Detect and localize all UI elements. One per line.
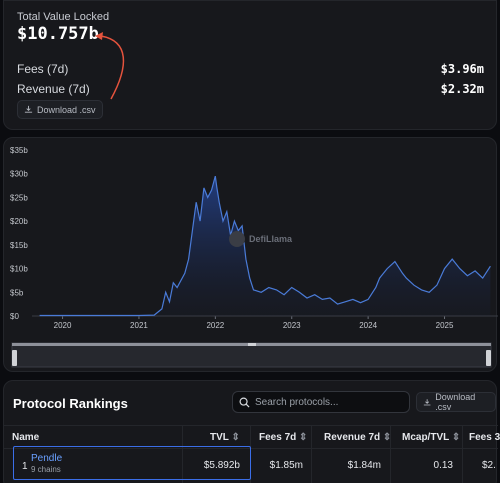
download-icon [24,105,33,113]
annotation-arrow-icon [95,32,125,100]
download-icon [423,398,431,405]
row-mcap-tvl: 0.13 [433,460,453,471]
revenue-value: $2.32m [440,82,484,96]
y-tick-label: $30b [10,170,28,179]
range-selector[interactable] [11,342,492,368]
protocol-cell[interactable]: Pendle 9 chains [31,453,62,475]
col-revenue-7d[interactable]: Revenue 7d ⇕ [324,432,392,443]
col-name[interactable]: Name [12,432,40,443]
col-tvl[interactable]: TVL ⇕ [210,432,240,443]
y-tick-label: $0 [10,312,19,321]
tvl-value: $10.757b [17,24,99,44]
x-tick-label: 2023 [283,321,301,330]
rankings-title: Protocol Rankings [13,396,128,411]
row-tvl: $5.892b [203,460,240,471]
download-csv-button[interactable]: Download .csv [17,100,103,119]
range-grip-icon[interactable] [248,343,256,346]
tvl-area [39,176,491,316]
col-divider [182,425,183,483]
watermark: DefiLlama [229,231,293,247]
protocol-name-link[interactable]: Pendle [31,453,63,464]
x-tick-label: 2025 [436,321,454,330]
table-row[interactable]: 1 Pendle 9 chains $5.892b $1.85m $1.84m … [4,449,498,483]
fees-label: Fees (7d) [17,62,69,76]
defillama-logo-icon [229,231,245,247]
x-tick-label: 2022 [206,321,224,330]
row-fees-30d: $2. [482,460,496,471]
x-tick-label: 2020 [54,321,72,330]
col-divider [311,425,312,483]
tvl-chart-card: $0 $5b $10b $15b $20b $25b $30b $35b 2020 2021 20… [3,137,498,372]
y-tick-label: $15b [10,241,28,250]
tvl-chart: $0 $5b $10b $15b $20b $25b $30b $35b 2020 2021 20… [10,146,498,368]
col-divider [390,425,391,483]
y-tick-label: $5b [10,288,24,297]
y-tick-label: $10b [10,265,28,274]
y-tick-label: $25b [10,193,28,202]
svg-text:DefiLlama: DefiLlama [249,234,293,244]
col-mcap-tvl[interactable]: Mcap/TVL ⇕ [402,432,461,443]
fees-value: $3.96m [440,62,484,76]
col-divider [462,425,463,483]
col-fees-30d[interactable]: Fees 3 [469,432,500,443]
rankings-download-csv-button[interactable]: Download .csv [416,392,496,412]
table-header: Name TVL ⇕ Fees 7d ⇕ Revenue 7d ⇕ Mcap/T… [4,425,500,449]
protocol-chains: 9 chains [31,465,61,474]
rankings-download-label: Download .csv [435,392,476,412]
range-handle-left[interactable] [12,350,17,366]
protocol-rankings-card: Protocol Rankings Download .csv Name TVL… [3,380,500,483]
col-fees-7d[interactable]: Fees 7d ⇕ [259,432,308,443]
search-box[interactable] [232,391,410,413]
row-revenue-7d: $1.84m [347,460,381,471]
x-tick-label: 2024 [359,321,377,330]
search-icon [239,397,250,408]
tvl-label: Total Value Locked [17,11,110,23]
y-tick-label: $35b [10,146,28,155]
download-csv-label: Download .csv [37,104,96,115]
row-rank: 1 [22,461,28,472]
revenue-label: Revenue (7d) [17,82,90,96]
row-fees-7d: $1.85m [269,460,303,471]
search-input[interactable] [255,396,405,408]
tvl-line [39,175,491,317]
x-tick-label: 2021 [130,321,148,330]
row-highlight [13,446,251,480]
y-tick-label: $20b [10,217,28,226]
range-handle-right[interactable] [486,350,491,366]
summary-card: Total Value Locked $10.757b Fees (7d) $3… [3,0,497,130]
